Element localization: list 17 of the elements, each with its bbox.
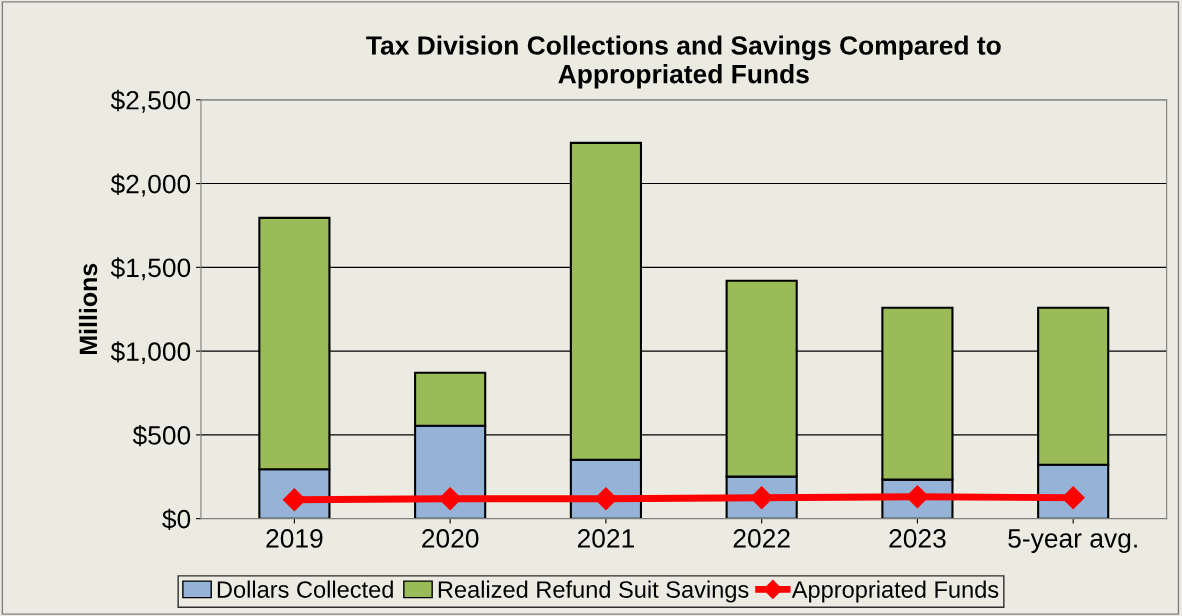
legend-label: Appropriated Funds [791,580,999,603]
y-tick-label: $0 [162,508,191,531]
legend-label: Realized Refund Suit Savings [438,580,749,603]
x-tick-label: 2023 [889,529,946,548]
x-tick-label: 2020 [422,529,479,548]
legend-label: Dollars Collected [217,580,393,598]
x-tick-label: 2021 [577,529,634,548]
x-tick-label: 2022 [733,529,790,548]
y-tick-label: $2,500 [110,89,191,113]
y-tick-label: $1,000 [110,341,191,365]
y-tick-label: $1,500 [110,257,191,281]
chart-title: Tax Division Collections and Savings Compared to Appropriated Funds [366,35,1001,89]
y-axis-title: Millions [78,263,98,355]
x-tick-label: 2019 [266,529,323,548]
y-tick-label: $2,000 [110,173,191,197]
y-tick-label: $500 [132,424,191,447]
x-tick-label: 5-year avg. [1008,529,1137,553]
